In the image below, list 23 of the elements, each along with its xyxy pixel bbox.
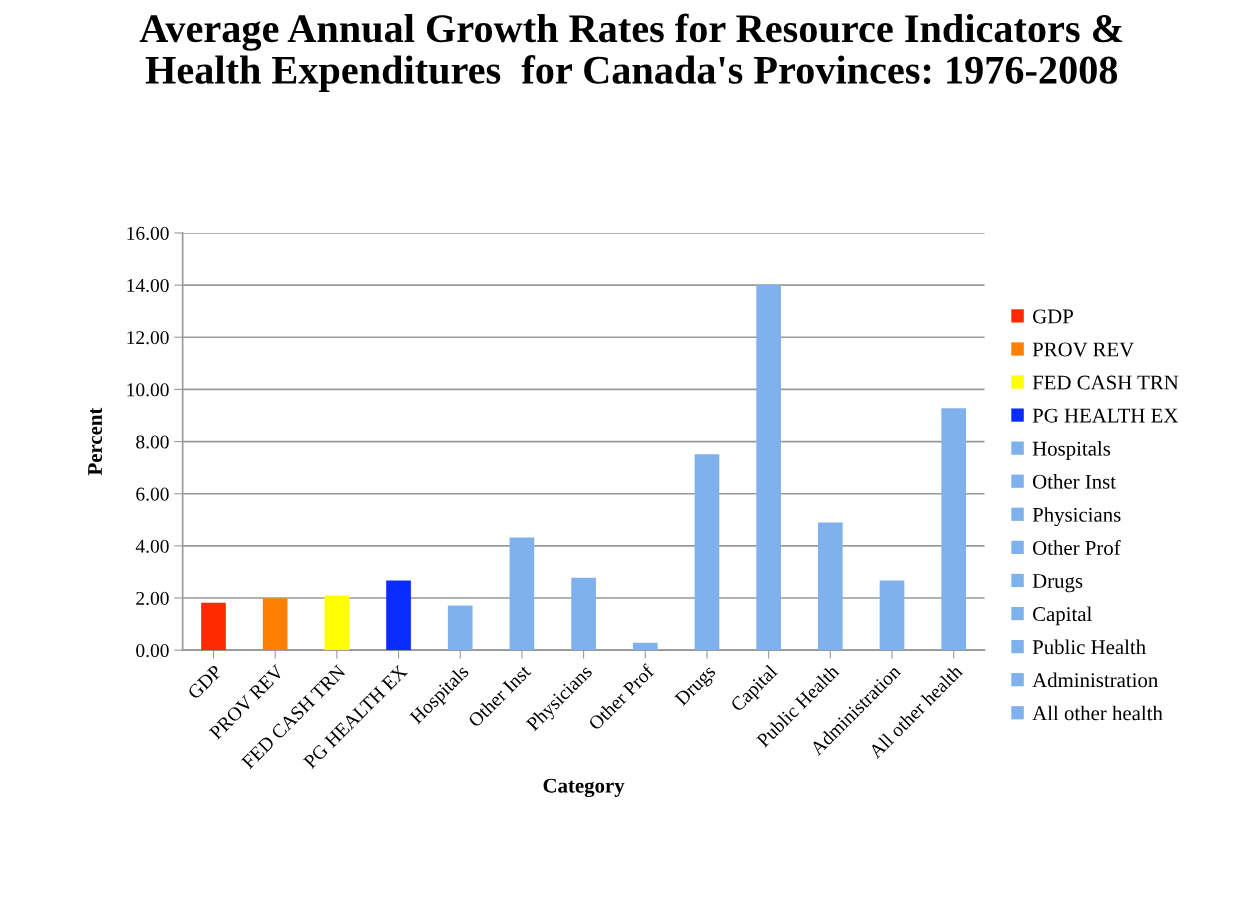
y-tick-label: 8.00 [136, 435, 169, 449]
legend-label: Hospitals [1032, 441, 1111, 460]
legend-label: Public Health [1032, 639, 1146, 655]
y-tick-label: 14.00 [127, 278, 169, 293]
y-tick-label: 6.00 [136, 487, 169, 501]
legend-label: FED CASH TRN [1032, 375, 1179, 390]
y-tick-label: 16.00 [127, 226, 169, 240]
y-tick-label: 12.00 [127, 331, 169, 345]
legend-label: Capital [1033, 606, 1092, 626]
legend-label: Other Inst [1033, 474, 1116, 489]
legend-label: Physicians [1032, 507, 1121, 527]
y-tick-label: 2.00 [136, 591, 169, 606]
y-tick-label: 4.00 [135, 539, 169, 553]
legend-label: Drugs [1032, 574, 1083, 593]
chart-title: Average Annual Growth Rates for Resource Indicators & Health Expenditures for Canada's Provinces: 1976-2008 [139, 13, 1123, 92]
legend-label: PG HEALTH EX [1032, 408, 1178, 423]
x-axis-title: Category [543, 778, 625, 798]
legend-label: Other Prof [1033, 540, 1121, 555]
y-axis-title: Percent [88, 407, 103, 476]
y-tick-label: 10.00 [127, 383, 169, 397]
legend-label: PROV REV [1032, 342, 1134, 357]
y-tick-label: 0.00 [136, 643, 169, 658]
legend-label: GDP [1033, 309, 1073, 324]
